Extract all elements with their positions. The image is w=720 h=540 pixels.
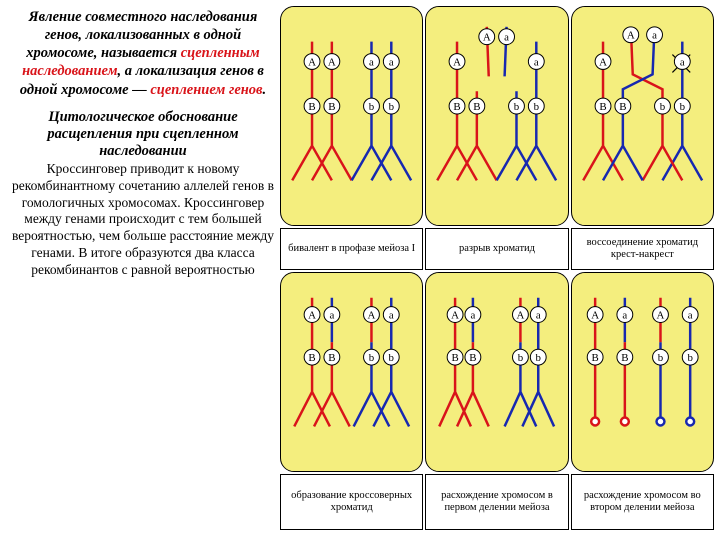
svg-text:a: a	[471, 310, 476, 322]
svg-text:a: a	[389, 310, 394, 322]
cell-meiosis2: A a A a B B b b	[571, 272, 714, 472]
svg-text:b: b	[518, 352, 524, 364]
caption-break: разрыв хроматид	[425, 228, 568, 270]
svg-text:a: a	[534, 56, 539, 68]
svg-text:B: B	[619, 101, 626, 113]
svg-text:A: A	[451, 310, 459, 322]
svg-text:b: b	[369, 352, 375, 364]
svg-text:a: a	[369, 56, 374, 68]
svg-text:B: B	[308, 352, 315, 364]
svg-text:A: A	[453, 56, 461, 68]
svg-text:B: B	[474, 101, 481, 113]
caption-rejoin: воссоединение хроматид крест-накрест	[571, 228, 714, 270]
svg-text:b: b	[534, 101, 540, 113]
svg-text:B: B	[328, 352, 335, 364]
svg-text:a: a	[680, 56, 685, 68]
subtitle-paragraph: Цитологическое обоснование расщепления п…	[10, 109, 276, 161]
svg-text:a: a	[536, 310, 541, 322]
svg-text:a: a	[622, 310, 627, 322]
svg-text:B: B	[328, 101, 335, 113]
svg-text:B: B	[454, 101, 461, 113]
def-text-3: .	[263, 82, 267, 98]
caption-meiosis2: расхождение хромосом во втором делении м…	[571, 474, 714, 530]
svg-text:a: a	[504, 32, 509, 44]
svg-text:b: b	[657, 352, 663, 364]
svg-text:A: A	[517, 310, 525, 322]
svg-text:A: A	[308, 310, 316, 322]
cell-bivalent: A A a a B B b b	[280, 6, 423, 226]
svg-text:A: A	[656, 310, 664, 322]
svg-text:b: b	[389, 352, 395, 364]
svg-text:A: A	[591, 310, 599, 322]
caption-crossover: образование кроссоверных хроматид	[280, 474, 423, 530]
caption-meiosis1: расхождение хромосом в первом делении ме…	[425, 474, 568, 530]
svg-text:a: a	[389, 56, 394, 68]
cell-crossover-formed: A a A a B B b b	[280, 272, 423, 472]
definition-paragraph: Явление совместного наследования генов, …	[10, 8, 276, 99]
svg-text:b: b	[659, 101, 665, 113]
body-paragraph: Кроссинговер приводит к новому рекомбина…	[10, 161, 276, 279]
def-highlight-2: сцеплением генов	[150, 82, 262, 98]
svg-text:A: A	[626, 30, 634, 42]
svg-text:B: B	[599, 101, 606, 113]
svg-text:b: b	[687, 352, 693, 364]
svg-text:A: A	[308, 56, 316, 68]
svg-text:b: b	[369, 101, 375, 113]
svg-text:b: b	[679, 101, 685, 113]
svg-text:B: B	[591, 352, 598, 364]
svg-text:b: b	[514, 101, 520, 113]
svg-text:a: a	[652, 30, 657, 42]
cell-break: A a A a B B b b	[425, 6, 568, 226]
svg-text:a: a	[329, 310, 334, 322]
svg-text:b: b	[536, 352, 542, 364]
svg-text:a: a	[687, 310, 692, 322]
caption-bivalent: бивалент в профазе мейоза I	[280, 228, 423, 270]
svg-text:A: A	[328, 56, 336, 68]
svg-text:B: B	[621, 352, 628, 364]
cell-rejoin: A a A a B B b b	[571, 6, 714, 226]
cell-meiosis1: A a A a B B b b	[425, 272, 568, 472]
svg-text:A: A	[483, 32, 491, 44]
svg-text:B: B	[452, 352, 459, 364]
diagram-grid-container: A A a a B B b b	[280, 0, 720, 540]
svg-text:b: b	[389, 101, 395, 113]
svg-text:B: B	[308, 101, 315, 113]
diagram-grid: A A a a B B b b	[280, 6, 714, 530]
svg-text:A: A	[599, 56, 607, 68]
svg-text:A: A	[368, 310, 376, 322]
svg-text:B: B	[470, 352, 477, 364]
text-column: Явление совместного наследования генов, …	[0, 0, 280, 540]
